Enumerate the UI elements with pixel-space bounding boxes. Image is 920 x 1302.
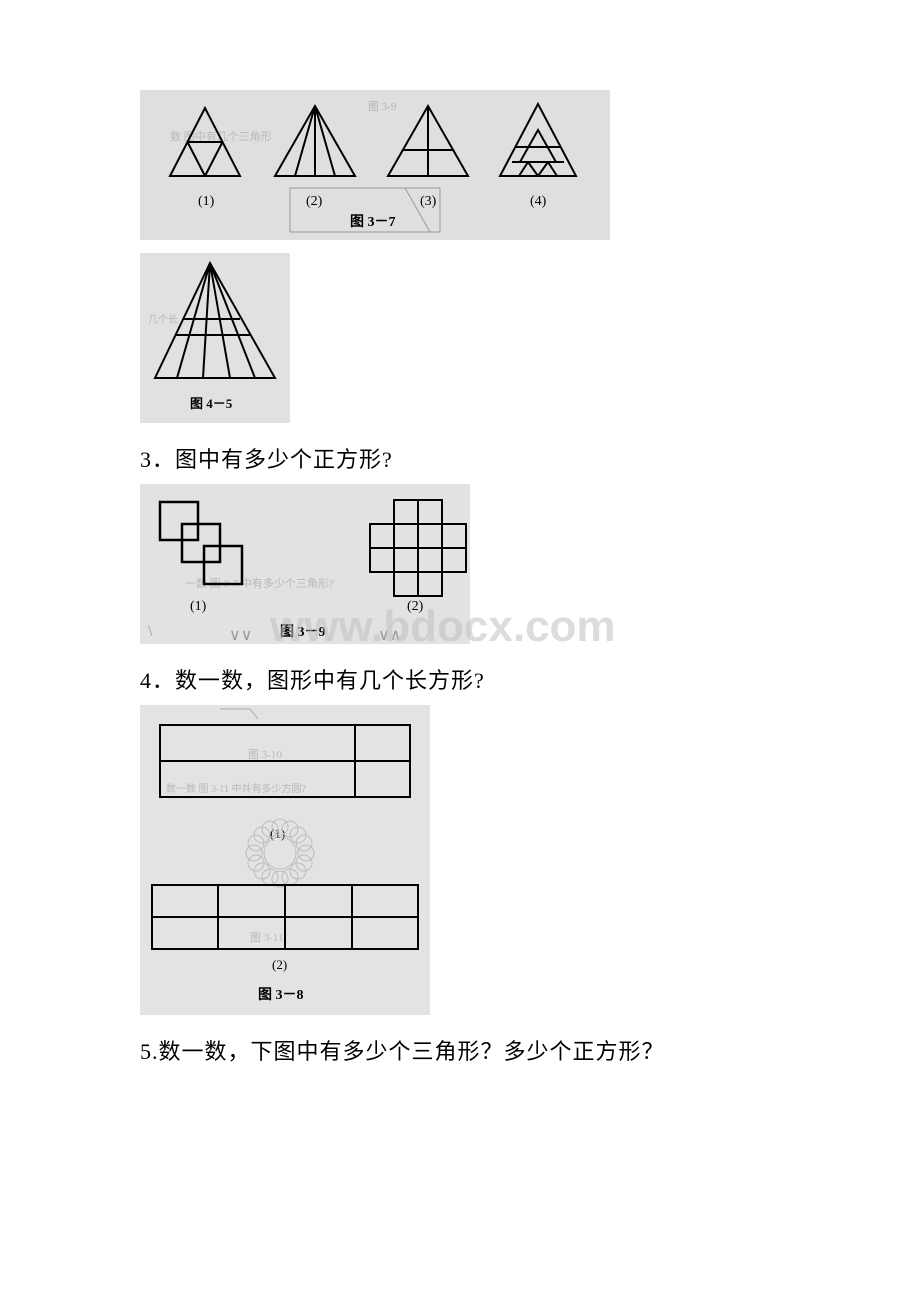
question-4: 4．数一数，图形中有几个长方形? — [140, 663, 780, 695]
sublabel-2: (2) — [407, 599, 424, 614]
sublabel-3: (3) — [420, 194, 437, 209]
svg-text:∨∨: ∨∨ — [229, 627, 252, 644]
svg-text:\: \ — [148, 623, 153, 640]
ghost-text: 数一数 图 3-11 中共有多少方圆? — [166, 782, 306, 795]
sublabel-2: (2) — [272, 957, 287, 972]
figure-caption: 图 3－7 — [350, 214, 396, 230]
ghost-text: 图 3-10 — [248, 748, 282, 761]
ghost-text: 图 3-11 — [250, 931, 284, 944]
svg-text:∨∧: ∨∧ — [378, 627, 401, 644]
question-5: 5.数一数，下图中有多少个三角形？多少个正方形？ — [140, 1034, 780, 1066]
figure-3-8: 图 3-10 数一数 图 3-11 中共有多少方圆? (1) — [140, 705, 780, 1020]
figure-4-5: 几个长 图 4－5 — [140, 253, 780, 428]
figure-3-9: 一数 图 3-7 中有多少个三角形? (1) (2) 图 — [140, 484, 780, 649]
sublabel-4: (4) — [530, 194, 547, 209]
sublabel-1: (1) — [198, 194, 215, 209]
figure-caption: 图 4－5 — [190, 396, 233, 411]
svg-text:几个长: 几个长 — [148, 314, 178, 326]
ghost-text: 图 3-9 — [368, 100, 397, 113]
question-3: 3．图中有多少个正方形? — [140, 442, 780, 474]
sublabel-2: (2) — [306, 194, 323, 209]
figure-caption: 图 3－9 — [280, 624, 326, 640]
figure-caption: 图 3－8 — [258, 987, 304, 1003]
figure-3-7: 图 3-9 数 图中有几个三角形 (1) (2) — [140, 90, 780, 245]
sublabel-1: (1) — [190, 599, 207, 614]
